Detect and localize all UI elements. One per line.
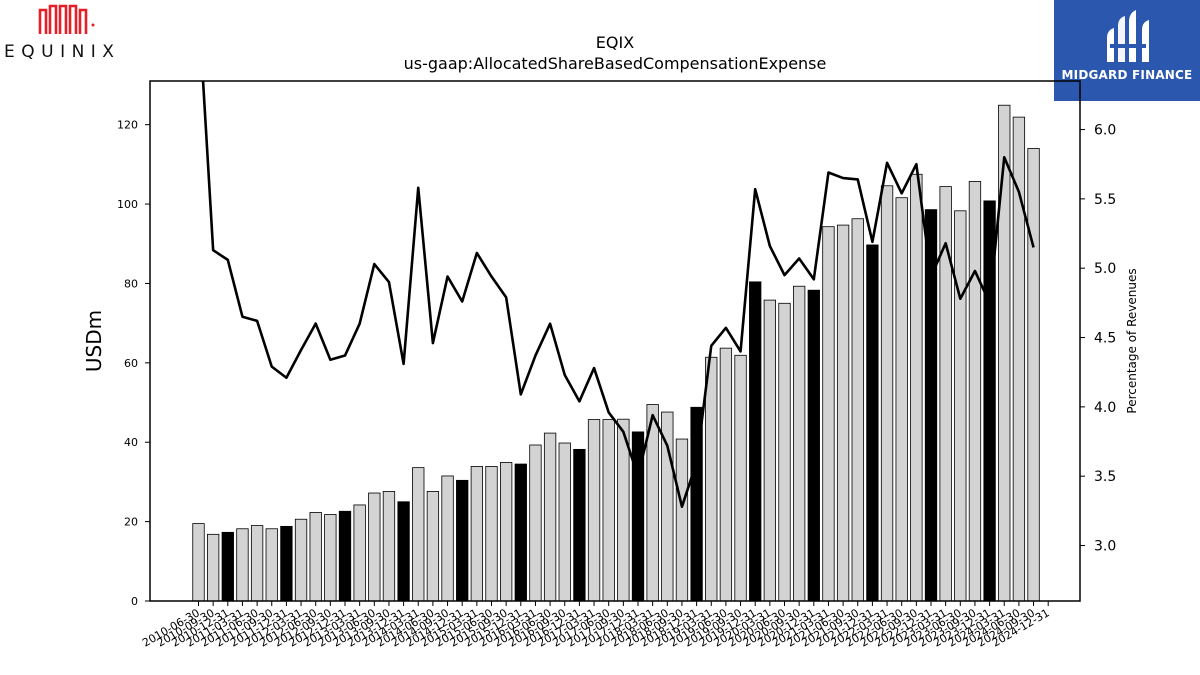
- bar: [499, 462, 513, 602]
- bar: [529, 444, 542, 602]
- bar: [192, 523, 205, 602]
- bar: [851, 218, 864, 602]
- bar: [368, 492, 381, 602]
- bar: [1027, 148, 1040, 602]
- x-axis: 2010-06-302010-09-302010-12-312011-03-31…: [140, 601, 1052, 650]
- bar: [602, 419, 615, 602]
- y-tick-label: 60: [124, 357, 138, 370]
- bar: [939, 186, 952, 602]
- bar: [412, 467, 425, 602]
- bar: [866, 244, 879, 602]
- bar: [265, 528, 278, 602]
- bar: [763, 299, 776, 602]
- y2-tick-label: 4.5: [1094, 331, 1116, 347]
- bar: [485, 466, 498, 602]
- bar: [441, 475, 454, 602]
- bar: [426, 491, 440, 602]
- bar: [397, 501, 410, 602]
- y2-tick-label: 6.0: [1094, 123, 1116, 139]
- y2-tick-label: 4.0: [1094, 400, 1116, 416]
- bar: [968, 181, 982, 602]
- chart-subtitle: us-gaap:AllocatedShareBasedCompensationE…: [403, 54, 827, 73]
- bar: [822, 226, 835, 602]
- bar: [236, 528, 249, 602]
- bar: [661, 411, 674, 602]
- bar: [470, 466, 484, 602]
- chart-title: EQIX: [595, 33, 635, 52]
- y2-tick-label: 3.0: [1094, 539, 1116, 555]
- bar: [514, 463, 527, 602]
- y-axis-label: USDm: [82, 310, 106, 372]
- y-tick-label: 40: [124, 436, 138, 449]
- bar-series: [192, 104, 1040, 602]
- bar: [382, 491, 396, 602]
- bar: [456, 479, 469, 602]
- equinix-emblem-icon: [38, 4, 95, 34]
- bar: [675, 438, 689, 602]
- bar: [793, 285, 806, 602]
- equinix-logo: EQUINIX: [0, 0, 125, 70]
- y-tick-label: 100: [117, 198, 138, 211]
- left-axis: 0 20 40 60 80 100 120: [117, 119, 150, 608]
- bar: [324, 514, 337, 602]
- bar: [280, 525, 293, 602]
- midgard-finance-logo: MIDGARD FINANCE: [1054, 0, 1200, 101]
- bar: [573, 448, 586, 602]
- line-series-layer: [201, 81, 1035, 509]
- bar: [705, 356, 718, 602]
- y-tick-label: 20: [124, 516, 138, 529]
- revenue-percentage-line: [201, 81, 1035, 509]
- bar: [910, 173, 923, 602]
- y2-tick-label: 5.0: [1094, 261, 1116, 277]
- y2-tick-label: 3.5: [1094, 469, 1116, 485]
- midgard-brand-label: MIDGARD FINANCE: [1061, 68, 1193, 82]
- plot-frame: [149, 80, 1081, 602]
- y2-tick-label: 5.5: [1094, 192, 1116, 208]
- bar: [807, 289, 820, 602]
- bar: [836, 224, 850, 602]
- bar: [206, 533, 220, 602]
- bar: [558, 442, 571, 602]
- chart-title-block: EQIX us-gaap:AllocatedShareBasedCompensa…: [150, 32, 1080, 74]
- midgard-emblem-icon: [1107, 10, 1149, 62]
- bar: [587, 419, 601, 602]
- bar: [998, 104, 1011, 602]
- bar: [880, 185, 894, 602]
- bar: [250, 525, 264, 602]
- y-tick-label: 80: [124, 277, 138, 290]
- bar: [309, 512, 322, 602]
- bar: [734, 354, 747, 602]
- bar: [778, 302, 791, 602]
- equinix-wordmark: EQUINIX: [4, 42, 121, 62]
- right-axis: 3.0 3.5 4.0 4.5 5.0 5.5 6.0: [1080, 123, 1116, 555]
- y-tick-label: 0: [131, 595, 138, 608]
- bar: [719, 347, 733, 602]
- bar: [954, 210, 967, 602]
- bar: [221, 531, 234, 602]
- bar: [353, 504, 366, 602]
- bar: [294, 518, 308, 602]
- y-tick-label: 120: [117, 119, 138, 132]
- bar: [338, 510, 352, 602]
- bar: [543, 432, 557, 602]
- y2-axis-label: Percentage of Revenues: [1125, 268, 1139, 413]
- bar: [895, 197, 908, 602]
- bar: [749, 281, 762, 602]
